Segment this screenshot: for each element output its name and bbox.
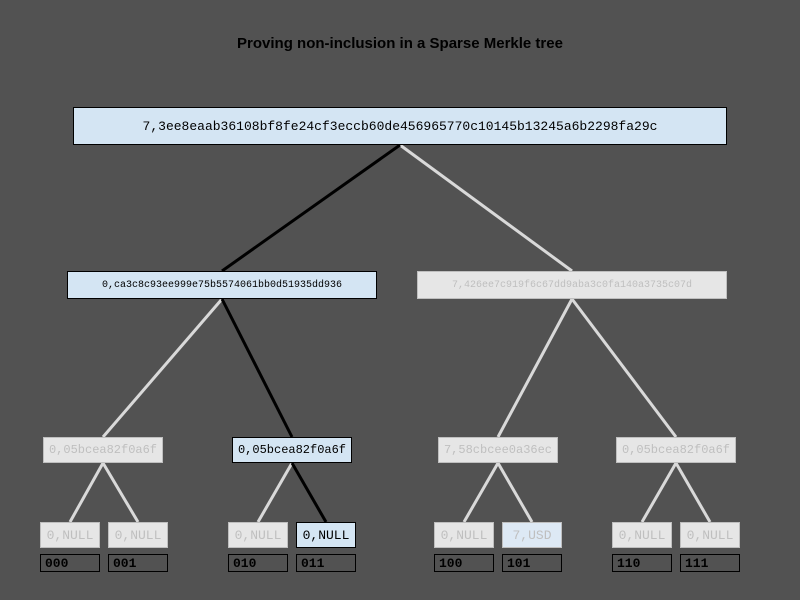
tree-node-r: 7,426ee7c919f6c67dd9aba3c0fa140a3735c07d: [417, 271, 727, 299]
tree-node-l: 0,ca3c8c93ee999e75b5574061bb0d51935dd936: [67, 271, 377, 299]
tree-node-lr: 0,05bcea82f0a6f: [232, 437, 352, 463]
tree-node-ll: 0,05bcea82f0a6f: [43, 437, 163, 463]
tree-leaf-0: 0,NULL: [40, 522, 100, 548]
tree-leaf-1: 0,NULL: [108, 522, 168, 548]
tree-edges: [0, 0, 800, 600]
tree-node-rr: 0,05bcea82f0a6f: [616, 437, 736, 463]
tree-leaf-4: 0,NULL: [434, 522, 494, 548]
leaf-label-6: 110: [612, 554, 672, 572]
tree-node-rl: 7,58cbcee0a36ec: [438, 437, 558, 463]
leaf-label-2: 010: [228, 554, 288, 572]
tree-node-root: 7,3ee8eaab36108bf8fe24cf3eccb60de4569657…: [73, 107, 727, 145]
tree-leaf-5: 7,USD: [502, 522, 562, 548]
leaf-label-0: 000: [40, 554, 100, 572]
tree-leaf-2: 0,NULL: [228, 522, 288, 548]
leaf-label-3: 011: [296, 554, 356, 572]
leaf-label-1: 001: [108, 554, 168, 572]
tree-leaf-6: 0,NULL: [612, 522, 672, 548]
leaf-label-5: 101: [502, 554, 562, 572]
tree-leaf-7: 0,NULL: [680, 522, 740, 548]
leaf-label-4: 100: [434, 554, 494, 572]
leaf-label-7: 111: [680, 554, 740, 572]
tree-leaf-3: 0,NULL: [296, 522, 356, 548]
